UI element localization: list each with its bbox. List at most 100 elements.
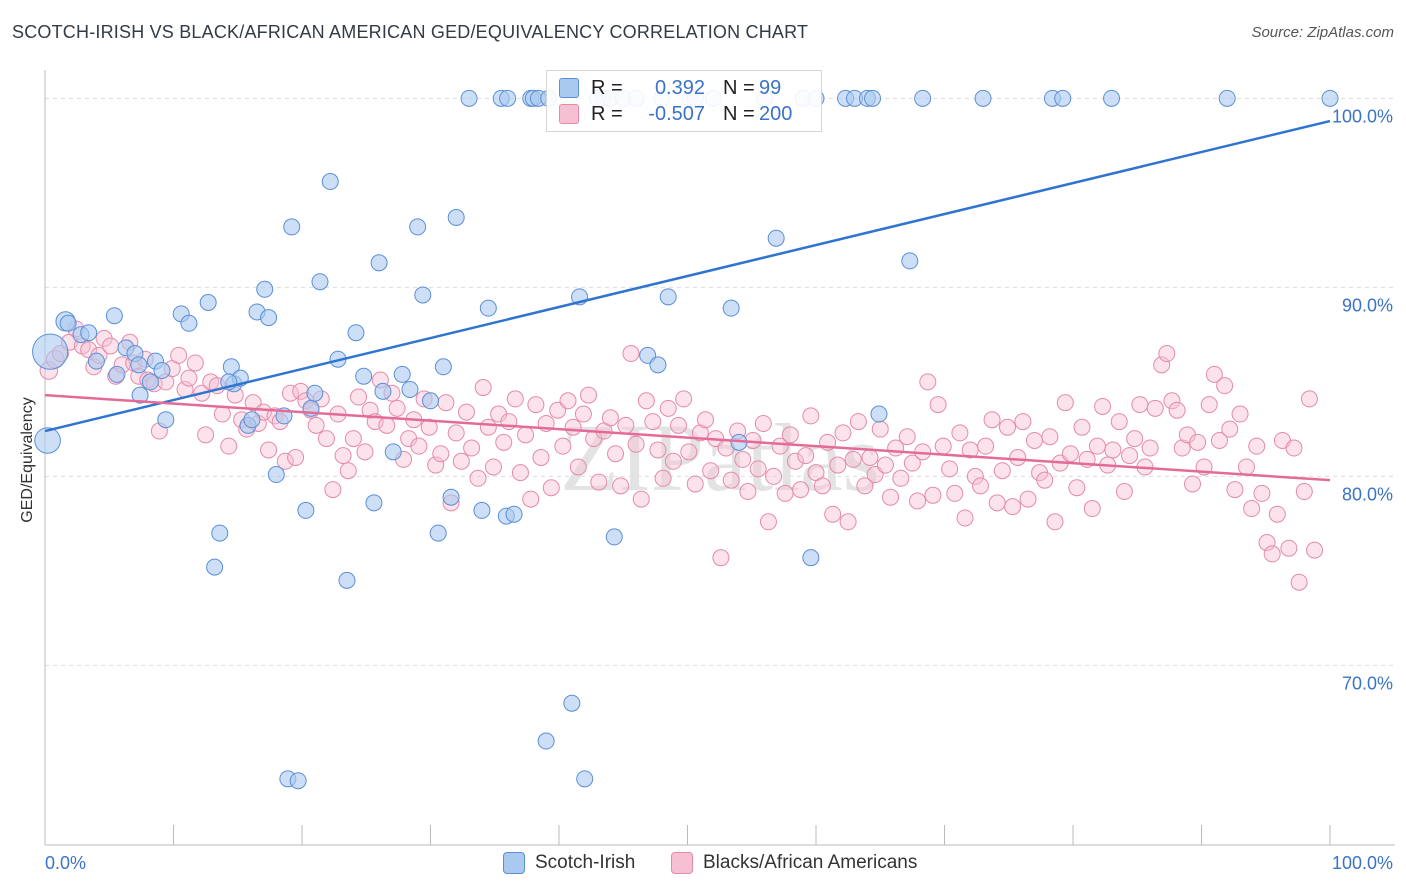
data-point-blacks (1226, 481, 1244, 499)
data-point-blacks (754, 414, 772, 432)
data-point-blacks (924, 486, 942, 504)
data-point-blacks (569, 458, 587, 476)
data-point-blacks (506, 390, 524, 408)
data-point-blacks (861, 449, 879, 466)
data-point-blacks (988, 494, 1006, 512)
data-point-blacks (542, 479, 560, 497)
data-point-blacks (1126, 430, 1144, 448)
data-point-scotch-irish (505, 505, 523, 523)
data-point-blacks (452, 452, 470, 470)
data-point-scotch-irish (473, 501, 491, 519)
data-point-blacks (517, 426, 535, 444)
data-point-blacks (1083, 500, 1101, 518)
data-point-blacks (180, 369, 198, 387)
data-point-scotch-irish (34, 427, 61, 454)
data-point-blacks (197, 426, 215, 444)
data-point-blacks (474, 379, 492, 397)
data-point-blacks (287, 449, 305, 466)
data-point-blacks (1285, 439, 1303, 457)
data-point-blacks (1041, 428, 1059, 446)
data-point-scotch-irish (1321, 89, 1339, 107)
data-point-blacks (722, 471, 740, 489)
data-point-blacks (607, 445, 625, 463)
data-point-blacks (983, 411, 1001, 429)
y-tick-label: 70.0% (1342, 673, 1393, 693)
data-point-scotch-irish (211, 524, 229, 542)
data-point-scotch-irish (180, 314, 198, 332)
data-point-blacks (350, 388, 368, 406)
data-point-blacks (871, 420, 889, 438)
data-point-scotch-irish (422, 392, 439, 410)
data-point-scotch-irish (870, 405, 888, 423)
data-point-scotch-irish (347, 324, 365, 342)
data-point-blacks (1243, 500, 1261, 518)
data-point-blacks (1104, 441, 1122, 459)
data-point-scotch-irish (153, 362, 171, 380)
data-point-scotch-irish (499, 89, 517, 107)
data-point-blacks (1280, 539, 1298, 557)
y-tick-labels: 70.0% 80.0% 90.0% 100.0% (1332, 106, 1393, 693)
stats-legend: R = 0.392 N = 99 R = -0.507 N = 200 (546, 70, 822, 132)
x-tick-label: 100.0% (1332, 853, 1393, 873)
data-point-blacks (734, 450, 752, 468)
data-point-scotch-irish (393, 365, 411, 383)
chart-title: SCOTCH-IRISH VS BLACK/AFRICAN AMERICAN G… (12, 22, 809, 42)
data-point-blacks (1210, 431, 1228, 449)
data-point-blacks (1300, 390, 1318, 408)
trend-line-scotch-irish (44, 119, 1331, 433)
data-point-blacks (849, 413, 867, 431)
data-point-blacks (898, 428, 916, 446)
data-point-blacks (1268, 505, 1286, 523)
data-point-blacks (749, 460, 767, 478)
bottom-legend-label: Blacks/African Americans (703, 852, 918, 873)
data-point-blacks (511, 464, 529, 482)
data-point-blacks (388, 399, 406, 417)
data-point-blacks (670, 416, 688, 434)
data-point-scotch-irish (479, 299, 497, 317)
data-point-scotch-irish (283, 218, 301, 236)
data-point-blacks (649, 441, 667, 459)
data-point-scotch-irish (108, 365, 126, 383)
x-tick-label: 0.0% (45, 853, 86, 873)
trend-lines (44, 119, 1331, 482)
legend-n-value: 99 (759, 76, 782, 99)
data-point-blacks (971, 477, 989, 495)
data-point-blacks (1019, 490, 1037, 508)
data-point-blacks (765, 467, 783, 485)
data-point-scotch-irish (1054, 89, 1072, 107)
data-point-blacks (427, 456, 445, 474)
data-point-scotch-irish (864, 89, 882, 107)
data-point-blacks (186, 354, 204, 372)
data-point-blacks (934, 437, 952, 455)
data-point-blacks (1158, 345, 1176, 363)
data-point-blacks (1115, 483, 1133, 501)
bottom-legend-swatch-pink (671, 852, 693, 874)
data-point-blacks (1295, 483, 1313, 501)
data-point-blacks (1189, 433, 1207, 451)
data-point-blacks (834, 424, 852, 442)
axes (44, 70, 1395, 846)
data-point-blacks (1014, 413, 1032, 431)
legend-n-label: N = (723, 102, 755, 125)
data-point-blacks (1200, 396, 1218, 414)
data-point-scotch-irish (297, 501, 315, 519)
data-point-scotch-irish (447, 208, 465, 226)
data-point-blacks (1163, 392, 1181, 410)
data-point-blacks (1221, 420, 1239, 438)
data-point-blacks (410, 437, 428, 455)
data-point-blacks (919, 373, 937, 391)
data-point-blacks (590, 473, 608, 491)
data-point-scotch-irish (409, 218, 427, 236)
data-point-scotch-irish (311, 273, 329, 291)
legend-row-scotch-irish: R = 0.392 N = 99 (559, 76, 781, 100)
data-point-blacks (307, 416, 325, 434)
data-point-blacks (759, 513, 777, 531)
data-point-blacks (601, 409, 619, 427)
data-point-blacks (1110, 413, 1128, 431)
data-point-blacks (339, 462, 357, 480)
data-point-blacks (839, 513, 857, 531)
data-point-scotch-irish (914, 89, 932, 107)
data-point-scotch-irish (901, 252, 919, 270)
data-point-blacks (712, 549, 730, 567)
data-point-blacks (802, 407, 820, 425)
